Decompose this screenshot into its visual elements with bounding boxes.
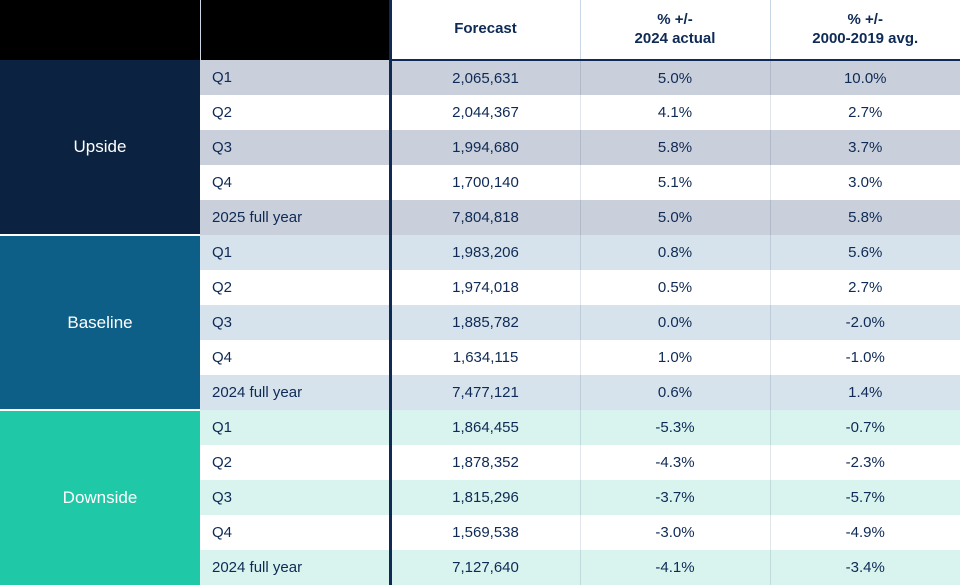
forecast-cell: 2,044,367 [390,95,580,130]
forecast-cell: 1,885,782 [390,305,580,340]
pct_2024-cell: -3.0% [580,515,770,550]
forecast-cell: 1,569,538 [390,515,580,550]
pct_hist-cell: -2.0% [770,305,960,340]
period-cell: Q4 [200,340,390,375]
scenario-label-upside: Upside [0,60,200,235]
forecast-table-wrap: { "type": "table", "dimensions": { "widt… [0,0,960,571]
period-cell: 2024 full year [200,550,390,585]
pct_2024-cell: -5.3% [580,410,770,445]
pct_2024-cell: 5.0% [580,60,770,95]
pct_hist-cell: 2.7% [770,270,960,305]
table-row: BaselineQ11,983,2060.8%5.6% [0,235,960,270]
forecast-cell: 7,477,121 [390,375,580,410]
header-pct-2024: % +/-2024 actual [580,0,770,60]
forecast-cell: 1,878,352 [390,445,580,480]
pct_hist-cell: 3.7% [770,130,960,165]
pct_2024-cell: 0.0% [580,305,770,340]
period-cell: Q4 [200,165,390,200]
pct_hist-cell: -3.4% [770,550,960,585]
period-cell: Q2 [200,95,390,130]
pct_2024-cell: 5.8% [580,130,770,165]
period-cell: Q3 [200,305,390,340]
pct_2024-cell: 0.8% [580,235,770,270]
pct_hist-cell: -5.7% [770,480,960,515]
pct_hist-cell: 10.0% [770,60,960,95]
period-cell: Q3 [200,130,390,165]
pct_2024-cell: 4.1% [580,95,770,130]
header-blank-period [200,0,390,60]
pct_2024-cell: 1.0% [580,340,770,375]
pct_2024-cell: 0.5% [580,270,770,305]
pct_hist-cell: 2.7% [770,95,960,130]
pct_hist-cell: -2.3% [770,445,960,480]
pct_hist-cell: -0.7% [770,410,960,445]
forecast-cell: 1,634,115 [390,340,580,375]
forecast-cell: 7,127,640 [390,550,580,585]
forecast-cell: 1,700,140 [390,165,580,200]
header-pct-hist: % +/-2000-2019 avg. [770,0,960,60]
period-cell: Q2 [200,445,390,480]
period-cell: Q1 [200,60,390,95]
period-cell: Q1 [200,410,390,445]
pct_hist-cell: 1.4% [770,375,960,410]
pct_hist-cell: -1.0% [770,340,960,375]
scenario-label-baseline: Baseline [0,235,200,410]
forecast-cell: 2,065,631 [390,60,580,95]
header-forecast: Forecast [390,0,580,60]
pct_hist-cell: -4.9% [770,515,960,550]
header-blank-scenario [0,0,200,60]
forecast-cell: 1,983,206 [390,235,580,270]
period-cell: 2024 full year [200,375,390,410]
pct_hist-cell: 5.8% [770,200,960,235]
forecast-cell: 1,815,296 [390,480,580,515]
period-cell: Q2 [200,270,390,305]
period-cell: Q1 [200,235,390,270]
pct_2024-cell: -4.1% [580,550,770,585]
forecast-cell: 7,804,818 [390,200,580,235]
period-cell: 2025 full year [200,200,390,235]
pct_2024-cell: -4.3% [580,445,770,480]
pct_2024-cell: -3.7% [580,480,770,515]
pct_hist-cell: 3.0% [770,165,960,200]
pct_hist-cell: 5.6% [770,235,960,270]
header-row: Forecast % +/-2024 actual % +/-2000-2019… [0,0,960,60]
forecast-cell: 1,864,455 [390,410,580,445]
forecast-cell: 1,974,018 [390,270,580,305]
table-row: DownsideQ11,864,455-5.3%-0.7% [0,410,960,445]
scenario-label-downside: Downside [0,410,200,585]
table-body: UpsideQ12,065,6315.0%10.0%Q22,044,3674.1… [0,60,960,585]
pct_2024-cell: 0.6% [580,375,770,410]
pct_2024-cell: 5.1% [580,165,770,200]
period-cell: Q3 [200,480,390,515]
pct_2024-cell: 5.0% [580,200,770,235]
table-row: UpsideQ12,065,6315.0%10.0% [0,60,960,95]
period-cell: Q4 [200,515,390,550]
forecast-cell: 1,994,680 [390,130,580,165]
forecast-table: Forecast % +/-2024 actual % +/-2000-2019… [0,0,960,585]
